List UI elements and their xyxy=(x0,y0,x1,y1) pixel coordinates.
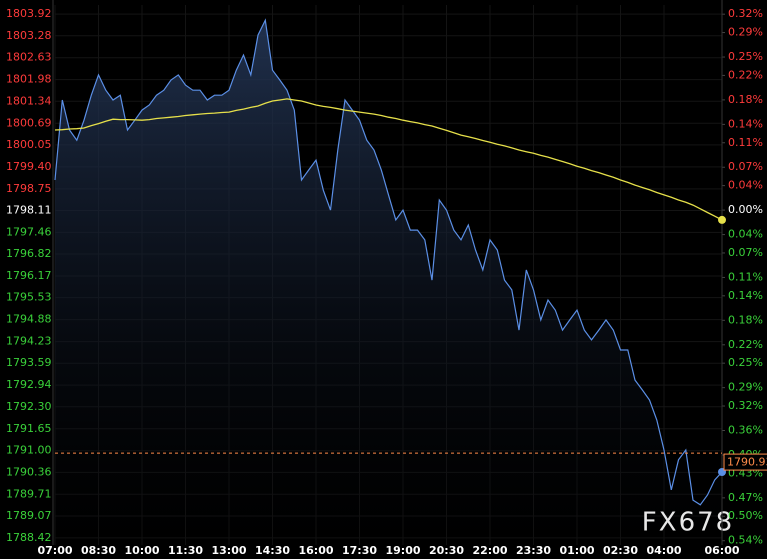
y2-tick-label: 0.00% xyxy=(728,203,763,216)
y2-tick-label: 0.11% xyxy=(728,270,763,283)
y2-tick-label: 0.11% xyxy=(728,136,763,149)
y-tick-label: 1795.53 xyxy=(6,291,52,304)
y-tick-label: 1796.17 xyxy=(6,269,52,282)
y2-tick-label: 0.14% xyxy=(728,289,763,302)
x-tick-label: 17:30 xyxy=(342,544,377,557)
x-tick-label: 16:00 xyxy=(298,544,333,557)
y-tick-label: 1796.82 xyxy=(6,247,52,260)
y-tick-label: 1798.11 xyxy=(6,203,52,216)
x-tick-label: 02:30 xyxy=(603,544,638,557)
y2-tick-label: 0.25% xyxy=(728,356,763,369)
price-line xyxy=(54,18,723,506)
y-tick-label: 1803.92 xyxy=(6,7,52,20)
y2-tick-label: 0.32% xyxy=(728,7,763,20)
x-tick-label: 10:00 xyxy=(124,544,159,557)
x-tick-label: 04:00 xyxy=(646,544,681,557)
x-tick-label: 06:00 xyxy=(704,544,739,557)
x-tick-label: 07:00 xyxy=(37,544,72,557)
y2-tick-label: 0.14% xyxy=(728,117,763,130)
y-tick-label: 1792.94 xyxy=(6,378,52,391)
x-tick-label: 14:30 xyxy=(255,544,290,557)
y-tick-label: 1794.88 xyxy=(6,313,52,326)
y2-tick-label: 0.25% xyxy=(728,50,763,63)
y-tick-label: 1794.23 xyxy=(6,335,52,348)
y2-tick-label: 0.54% xyxy=(728,534,763,547)
y2-tick-label: 0.18% xyxy=(728,93,763,106)
watermark: FX678 xyxy=(642,508,734,538)
y2-tick-label: 0.07% xyxy=(728,160,763,173)
y-tick-label: 1789.71 xyxy=(6,487,52,500)
x-tick-label: 08:30 xyxy=(81,544,116,557)
y2-tick-label: 0.04% xyxy=(728,228,763,241)
average-line xyxy=(54,98,723,221)
y2-tick-label: 0.22% xyxy=(728,68,763,81)
y2-tick-label: 0.29% xyxy=(728,381,763,394)
y-tick-label: 1800.69 xyxy=(6,116,52,129)
last-price-box xyxy=(723,453,767,471)
y-tick-label: 1790.36 xyxy=(6,465,52,478)
y2-tick-label: 0.47% xyxy=(728,491,763,504)
x-tick-label: 20:30 xyxy=(429,544,464,557)
y2-tick-label: 0.50% xyxy=(728,509,763,522)
y-tick-label: 1803.28 xyxy=(6,29,52,42)
y2-tick-label: 0.07% xyxy=(728,246,763,259)
x-tick-label: 19:00 xyxy=(385,544,420,557)
y2-tick-label: 0.32% xyxy=(728,399,763,412)
x-tick-label: 11:30 xyxy=(168,544,203,557)
y-tick-label: 1797.46 xyxy=(6,225,52,238)
y-tick-label: 1789.07 xyxy=(6,509,52,522)
x-tick-label: 22:00 xyxy=(472,544,507,557)
y2-tick-label: 0.04% xyxy=(728,179,763,192)
y-tick-label: 1801.98 xyxy=(6,73,52,86)
y-tick-label: 1801.34 xyxy=(6,94,52,107)
y-tick-label: 1798.75 xyxy=(6,182,52,195)
price-area xyxy=(55,20,722,545)
y-tick-label: 1791.65 xyxy=(6,422,52,435)
y-tick-label: 1799.40 xyxy=(6,160,52,173)
y-tick-label: 1788.42 xyxy=(6,531,52,544)
average-last-dot xyxy=(718,215,726,224)
y-tick-label: 1792.30 xyxy=(6,400,52,413)
y2-tick-label: 0.29% xyxy=(728,26,763,39)
y2-tick-label: 0.22% xyxy=(728,338,763,351)
y-tick-label: 1800.05 xyxy=(6,138,52,151)
x-tick-label: 13:00 xyxy=(211,544,246,557)
y-tick-label: 1802.63 xyxy=(6,51,52,64)
y-tick-label: 1791.00 xyxy=(6,444,52,457)
x-tick-label: 01:00 xyxy=(559,544,594,557)
y2-tick-label: 0.18% xyxy=(728,313,763,326)
last-price-label: 1790.93 xyxy=(727,456,767,469)
y2-tick-label: 0.36% xyxy=(728,424,763,437)
x-tick-label: 23:30 xyxy=(516,544,551,557)
y-tick-label: 1793.59 xyxy=(6,356,52,369)
